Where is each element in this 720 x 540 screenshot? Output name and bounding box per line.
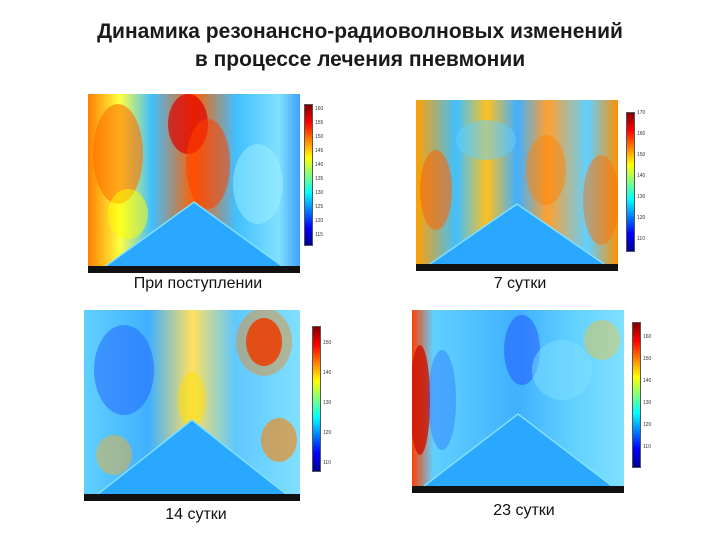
colorbar [304,104,313,246]
tick-label: 120 [323,430,332,436]
thermal-scan-image [88,94,300,266]
tick-label: 125 [315,204,324,210]
tick-label: 170 [637,110,646,116]
tick-label: 150 [315,134,324,140]
panel-caption: При поступлении [133,275,263,292]
tick-label: 155 [315,120,324,126]
status-bar [88,266,300,273]
slide-title: Динамика резонансно-радиоволновых измене… [0,18,720,74]
tick-label: 120 [637,215,646,221]
status-bar [416,264,618,271]
tick-label: 140 [643,378,652,384]
colorbar-ticks: 160 155 150 145 140 135 130 125 120 115 [315,104,345,246]
tick-label: 150 [637,152,646,158]
colorbar [626,112,635,252]
tick-label: 140 [637,173,646,179]
tick-label: 110 [643,444,651,450]
thermal-scan-image [84,310,300,494]
panel-caption: 23 сутки [493,502,555,519]
tick-label: 110 [323,460,331,466]
tick-label: 145 [315,148,324,154]
status-bar [84,494,300,501]
thermal-scan-image [416,100,618,264]
tick-label: 160 [637,131,646,137]
tick-label: 140 [315,162,324,168]
colorbar-ticks: 150 140 130 120 110 [323,326,353,472]
title-line-1: Динамика резонансно-радиоволновых измене… [97,20,623,43]
colorbar-ticks: 170 160 150 140 130 120 110 [637,110,667,252]
status-bar [412,486,624,493]
tick-label: 130 [643,400,652,406]
colorbar [632,322,641,468]
tick-label: 150 [643,356,652,362]
panel-caption: 14 сутки [165,506,227,523]
panel-caption: 7 сутки [493,275,547,292]
tick-label: 160 [643,334,652,340]
tick-label: 110 [637,236,645,242]
tick-label: 115 [315,232,323,238]
tick-label: 140 [323,370,332,376]
tick-label: 150 [323,340,332,346]
tick-label: 160 [315,106,324,112]
tick-label: 130 [637,194,646,200]
colorbar [312,326,321,472]
tick-label: 130 [323,400,332,406]
thermal-scan-image [412,310,624,486]
tick-label: 120 [643,422,652,428]
tick-label: 130 [315,190,324,196]
title-line-2: в процессе лечения пневмонии [194,48,526,71]
tick-label: 135 [315,176,324,182]
colorbar-ticks: 160 150 140 130 120 110 [643,322,673,468]
tick-label: 120 [315,218,324,224]
